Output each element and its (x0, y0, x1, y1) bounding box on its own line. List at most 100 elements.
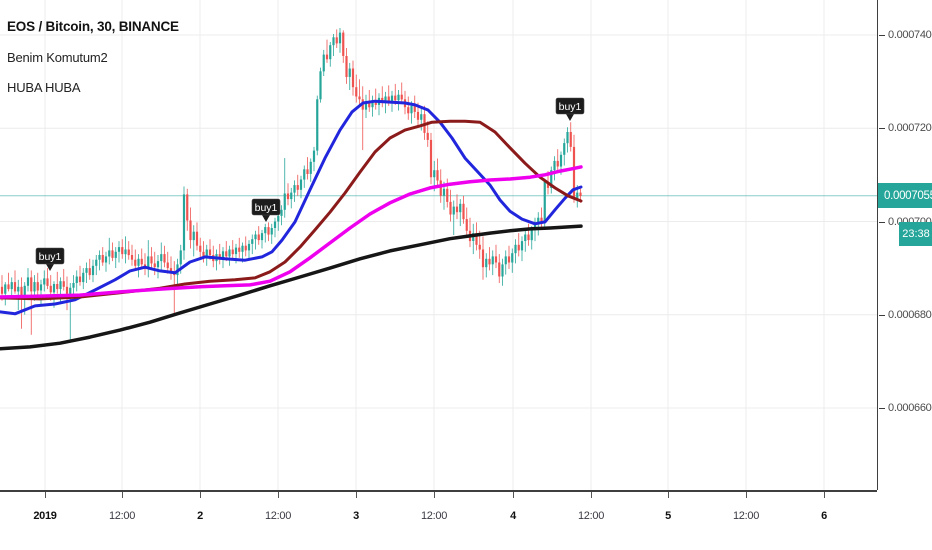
candle-body (208, 249, 212, 256)
candle (160, 242, 163, 271)
candle (199, 237, 202, 259)
chart-plot-area[interactable]: buy1 buy1 buy1 (0, 0, 877, 490)
candle (517, 233, 520, 257)
candle-body (446, 188, 449, 202)
candle-body (108, 250, 111, 257)
candle-body (104, 256, 108, 263)
candle (426, 121, 429, 147)
candle (472, 223, 475, 255)
time-tick-mark (122, 492, 123, 498)
candle-body (169, 268, 173, 272)
candle (455, 194, 459, 220)
candle-body (140, 258, 143, 265)
candle (299, 175, 303, 199)
candle-body (95, 259, 98, 266)
candle (556, 149, 559, 173)
candle (481, 236, 485, 280)
indicator-row-2[interactable]: HUBA HUBA (7, 79, 81, 95)
time-axis[interactable]: 2019 12:00 2 12:00 3 12:00 4 12:00 5 12:00 6 (0, 490, 932, 550)
indicator-row-1[interactable]: Benim Komutum2 (7, 49, 108, 65)
candle-body (72, 283, 75, 288)
candle-body (576, 192, 579, 199)
candle (231, 240, 234, 260)
candle (270, 223, 273, 244)
candle (303, 165, 306, 188)
candle-body (442, 188, 446, 196)
candle (511, 248, 514, 273)
candle-body (111, 250, 114, 258)
candle (400, 82, 403, 104)
candle (166, 251, 169, 274)
candle-body (511, 253, 514, 263)
candle-body (163, 254, 166, 263)
candle (465, 207, 468, 237)
candle-body (426, 132, 429, 140)
candle-body (202, 251, 205, 257)
candle-body (384, 96, 387, 103)
candle (127, 241, 130, 260)
candle (381, 86, 384, 108)
buy-marker-box (251, 198, 281, 216)
candle (553, 156, 556, 181)
candle (228, 245, 231, 266)
time-axis-label: 12:00 (420, 510, 448, 522)
candle-body (449, 201, 452, 215)
candle-body (325, 54, 329, 60)
candle-body (101, 255, 104, 263)
candle-body (329, 45, 332, 60)
candle-body (537, 217, 540, 224)
candle (72, 275, 75, 297)
candle-body (514, 244, 517, 254)
candle-body (267, 227, 270, 235)
buy-marker-box (35, 247, 65, 265)
candle (104, 251, 108, 272)
candle (150, 247, 153, 269)
candle (348, 62, 351, 90)
candle-body (33, 282, 36, 292)
chart-svg[interactable]: buy1 buy1 buy1 (0, 0, 877, 490)
candle-body (228, 249, 231, 257)
candle-body (368, 101, 371, 108)
candle (507, 245, 511, 269)
time-tick-mark (278, 492, 279, 498)
candle-body (416, 111, 420, 120)
candle-body (257, 234, 260, 241)
candle-body (433, 170, 436, 178)
time-tick-mark (824, 492, 825, 498)
candle (293, 180, 296, 202)
ma-line-mid-maroon (0, 119, 583, 301)
buy-marker-label: buy1 (559, 101, 582, 113)
time-axis-label: 12:00 (732, 510, 760, 522)
price-axis[interactable]: 0.0007055 23:38 0.00074000.00072000.0007… (877, 0, 932, 490)
candle (75, 270, 78, 292)
candle-body (160, 254, 163, 262)
candle (543, 178, 546, 228)
candle-body (225, 251, 228, 257)
candle (156, 255, 160, 279)
candle (91, 259, 95, 283)
candle (338, 28, 342, 53)
candle-body (78, 276, 82, 283)
candle-body (429, 139, 433, 178)
buy-marker: buy1 (251, 198, 281, 222)
candle (147, 240, 150, 278)
candle-body (13, 282, 17, 292)
candle (267, 222, 270, 242)
candle (88, 258, 91, 280)
symbol-title[interactable]: EOS / Bitcoin, 30, BINANCE (7, 19, 179, 34)
candle-body (270, 228, 273, 235)
candle (429, 132, 433, 185)
candle (459, 199, 462, 227)
ma-line-slowest-black (0, 224, 583, 351)
candle-body (501, 264, 504, 277)
candle (98, 250, 101, 271)
candle-body (355, 87, 358, 97)
candle-body (150, 256, 153, 264)
candle-body (69, 287, 72, 294)
candle-body (436, 170, 439, 181)
candle-body (303, 169, 306, 180)
candle-body (530, 229, 533, 241)
